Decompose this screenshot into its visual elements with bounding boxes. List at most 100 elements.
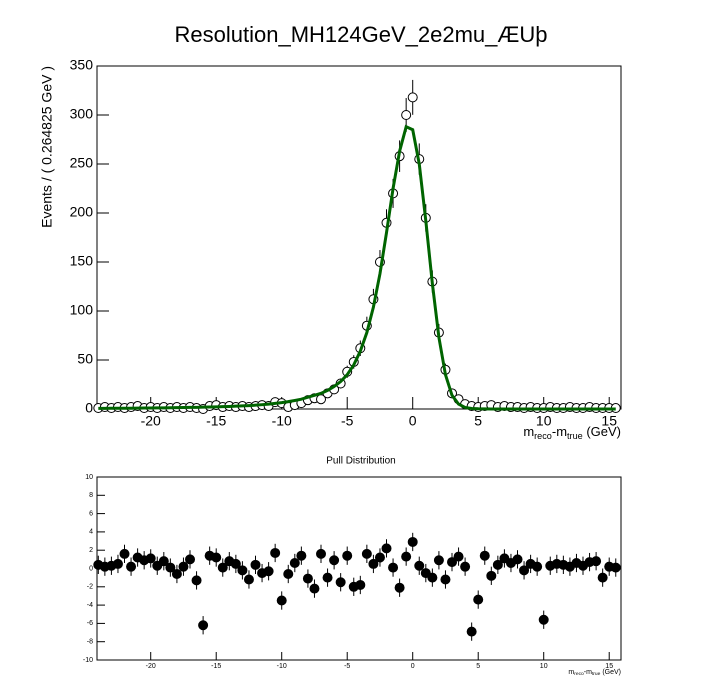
x-axis-label-part: true [567,431,583,441]
data-point [289,558,300,569]
data-point [597,572,608,583]
y-tick-label: 6 [89,510,93,517]
x-axis-label-part: -m [584,669,592,676]
data-point [486,570,497,581]
x-tick-label: 15 [601,412,617,428]
data-point [342,550,353,561]
data-point [270,547,281,558]
data-point [433,555,444,566]
y-tick-label: -6 [87,620,93,627]
data-point [361,548,372,559]
x-tick-label: -15 [211,663,221,670]
data-point [198,620,209,631]
data-point [466,626,477,637]
x-axis-label-part: -m [552,424,567,439]
y-tick-label: -4 [87,602,93,609]
x-tick-label: -20 [141,412,161,428]
data-point [394,582,405,593]
fit-curve [98,124,616,411]
data-point [191,575,202,586]
data-point [473,594,484,605]
data-point [407,92,418,103]
data-point [230,558,241,569]
y-tick-label: -10 [83,657,93,664]
data-point [388,562,399,573]
plot-frame [96,65,622,410]
data-point [374,552,385,563]
data-point [381,543,392,554]
y-tick-label: 2 [89,547,93,554]
data-point [211,552,222,563]
y-tick-label: 0 [85,400,93,416]
data-point [316,548,327,559]
data-point [610,562,621,573]
x-tick-label: -10 [277,663,287,670]
data-point [368,558,379,569]
x-axis-label-part: m [523,424,534,439]
x-axis-label: mreco-mtrue (GeV) [568,669,621,678]
data-point [243,574,254,585]
x-tick-label: -20 [146,663,156,670]
x-tick-label: 0 [409,412,417,428]
x-tick-label: 5 [474,412,482,428]
y-tick-label: 200 [70,204,94,220]
data-point [165,562,176,573]
data-point [302,573,313,584]
data-point [112,558,123,569]
x-tick-label: -5 [344,663,350,670]
x-tick-label: 5 [476,663,480,670]
data-point [492,559,503,570]
data-point [237,565,248,576]
x-axis-label-part: reco [574,671,584,677]
data-point [283,568,294,579]
data-point [335,577,346,588]
x-axis-label-part: (GeV) [583,424,621,439]
x-tick-label: 10 [540,663,548,670]
x-axis-label-part: true [592,671,601,677]
data-point [355,579,366,590]
data-point [512,554,523,565]
y-tick-label: 8 [89,492,93,499]
x-tick-label: -5 [341,412,354,428]
x-axis-label-part: (GeV) [600,669,621,676]
y-tick-label: -8 [87,639,93,646]
chart-title: Resolution_MH124GeV_2e2mu_ÆUþ [175,22,548,47]
data-point [145,553,156,564]
data-point [217,562,228,573]
y-tick-label: 300 [70,106,94,122]
y-tick-label: 50 [77,351,93,367]
data-point [519,565,530,576]
data-point [440,574,451,585]
data-point [185,554,196,565]
data-point [453,551,464,562]
data-point [250,559,261,570]
data-point [276,595,287,606]
data-point [407,536,418,547]
data-point [538,614,549,625]
x-tick-label: 10 [536,412,552,428]
data-point [427,572,438,583]
x-tick-label: 15 [605,663,613,670]
y-tick-label: -2 [87,584,93,591]
data-point [479,550,490,561]
x-axis-label: mreco-mtrue (GeV) [523,424,621,441]
y-tick-label: 0 [89,565,93,572]
y-tick-label: 100 [70,302,94,318]
data-point [329,555,340,566]
y-tick-label: 10 [85,474,93,481]
x-axis-label-part: reco [534,431,552,441]
y-tick-label: 150 [70,253,94,269]
x-axis-label-part: m [568,669,574,676]
x-tick-label: -15 [206,412,226,428]
data-point [401,551,412,562]
data-point [309,583,320,594]
y-tick-label: 350 [70,57,94,73]
data-point [178,561,189,572]
data-point [171,568,182,579]
y-tick-label: 250 [70,155,94,171]
data-point [119,548,130,559]
data-point [447,557,458,568]
data-point [401,110,412,120]
panel-title: Pull Distribution [326,456,395,467]
data-point [460,561,471,572]
